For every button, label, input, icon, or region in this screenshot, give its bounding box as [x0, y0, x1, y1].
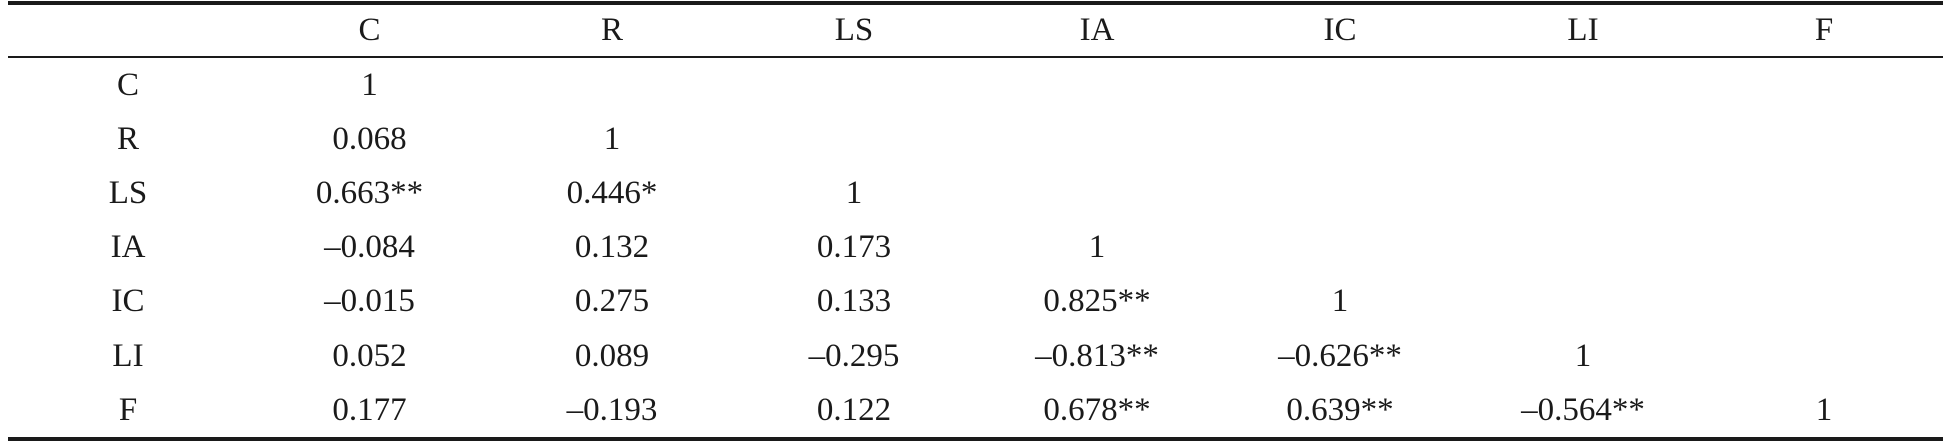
table-cell: 0.663** — [315, 174, 424, 211]
table-row: F 0.177 –0.193 0.122 0.678** 0.639** –0.… — [8, 383, 1943, 437]
header-cell: C — [358, 12, 381, 48]
table-row: IA –0.084 0.132 0.173 1 — [8, 221, 1943, 275]
table-cell: 1 — [1574, 337, 1592, 374]
table-cell: –0.813** — [1035, 337, 1159, 374]
row-label: IC — [111, 283, 145, 320]
correlation-table: C R LS IA IC LI F C 1 R 0.068 1 LS 0.663… — [8, 0, 1943, 442]
header-cell: LS — [834, 12, 874, 48]
table-cell: 0.173 — [816, 229, 892, 266]
table-cell: 0.122 — [816, 391, 892, 428]
row-label: IA — [110, 229, 146, 266]
table-cell: 1 — [1088, 229, 1106, 266]
table-cell: –0.084 — [324, 229, 415, 266]
header-cell: R — [600, 12, 623, 48]
row-label: LI — [112, 337, 144, 374]
table-cell: 0.177 — [332, 391, 407, 428]
table-cell: –0.626** — [1278, 337, 1402, 374]
table-cell: –0.295 — [808, 337, 900, 374]
row-label: R — [116, 120, 139, 157]
table-cell: 0.275 — [574, 283, 650, 320]
table-cell: 0.639** — [1286, 391, 1394, 428]
table-cell: 1 — [845, 174, 863, 211]
table-cell: 0.052 — [332, 337, 407, 374]
table-cell: 0.089 — [574, 337, 650, 374]
table-row: LI 0.052 0.089 –0.295 –0.813** –0.626** … — [8, 329, 1943, 383]
header-cell: IC — [1323, 12, 1357, 48]
table-cell: –0.564** — [1521, 391, 1645, 428]
table-cell: 0.825** — [1043, 283, 1151, 320]
table-row: IC –0.015 0.275 0.133 0.825** 1 — [8, 275, 1943, 329]
top-rule — [8, 1, 1943, 5]
table-cell: 1 — [603, 120, 621, 157]
row-label: F — [118, 391, 138, 428]
header-rule — [8, 56, 1943, 58]
table-cell: 1 — [1815, 391, 1833, 428]
table-row: R 0.068 1 — [8, 112, 1943, 166]
table-cell: 0.132 — [574, 229, 650, 266]
table-cell: 0.446* — [566, 174, 658, 211]
row-label: LS — [108, 174, 148, 211]
table-cell: 1 — [361, 66, 378, 103]
table-cell: –0.193 — [566, 391, 658, 428]
table-row: C 1 — [8, 58, 1943, 112]
header-cell: IA — [1079, 12, 1115, 48]
header-cell: LI — [1567, 12, 1599, 48]
table-cell: –0.015 — [324, 283, 415, 320]
table-cell: 0.133 — [816, 283, 892, 320]
table-cell: 1 — [1331, 283, 1349, 320]
table-row: LS 0.663** 0.446* 1 — [8, 166, 1943, 220]
row-label: C — [116, 66, 139, 103]
header-cell: F — [1814, 12, 1834, 48]
table-cell: 0.678** — [1043, 391, 1151, 428]
table-header-row: C R LS IA IC LI F — [8, 5, 1943, 56]
bottom-rule — [8, 437, 1943, 442]
table-cell: 0.068 — [332, 120, 407, 157]
